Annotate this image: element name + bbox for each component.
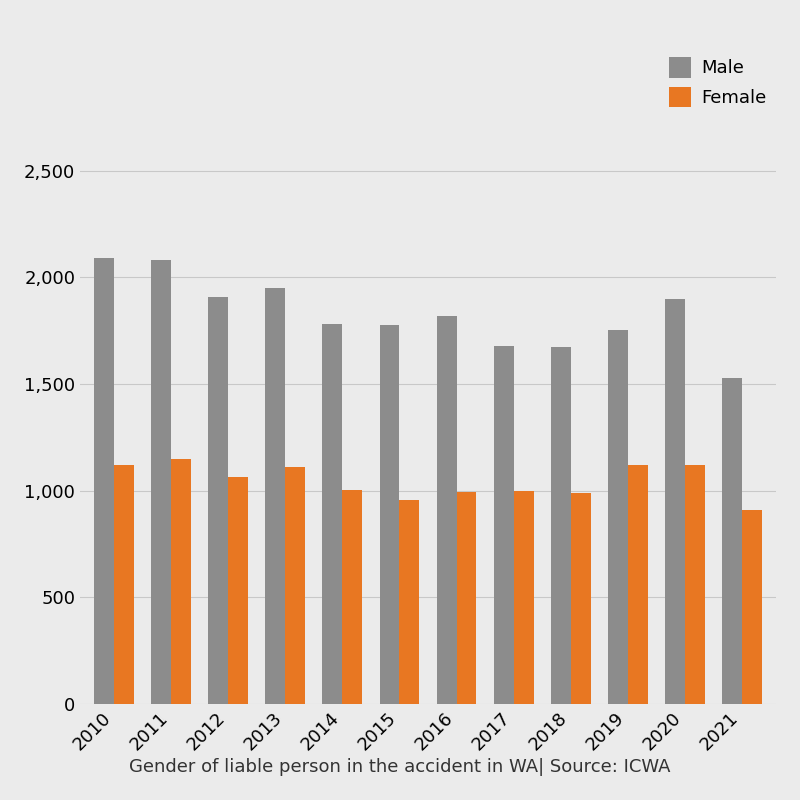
- Bar: [685, 465, 705, 704]
- Bar: [94, 258, 114, 704]
- Bar: [437, 316, 457, 704]
- Bar: [171, 458, 191, 704]
- Bar: [151, 260, 171, 704]
- Bar: [266, 288, 286, 704]
- Text: Gender of liable person in the accident in WA| Source: ICWA: Gender of liable person in the accident …: [130, 758, 670, 776]
- Bar: [322, 324, 342, 704]
- Bar: [457, 492, 477, 704]
- Bar: [722, 378, 742, 704]
- Bar: [628, 465, 648, 704]
- Legend: Male, Female: Male, Female: [670, 57, 767, 107]
- Bar: [208, 297, 228, 704]
- Bar: [114, 465, 134, 704]
- Bar: [399, 500, 419, 704]
- Bar: [379, 326, 399, 704]
- Bar: [228, 477, 248, 704]
- Bar: [514, 490, 534, 704]
- Bar: [342, 490, 362, 704]
- Bar: [742, 510, 762, 704]
- Bar: [494, 346, 514, 704]
- Bar: [608, 330, 628, 704]
- Bar: [286, 467, 306, 704]
- Bar: [550, 346, 570, 704]
- Bar: [665, 298, 685, 704]
- Bar: [570, 493, 590, 704]
